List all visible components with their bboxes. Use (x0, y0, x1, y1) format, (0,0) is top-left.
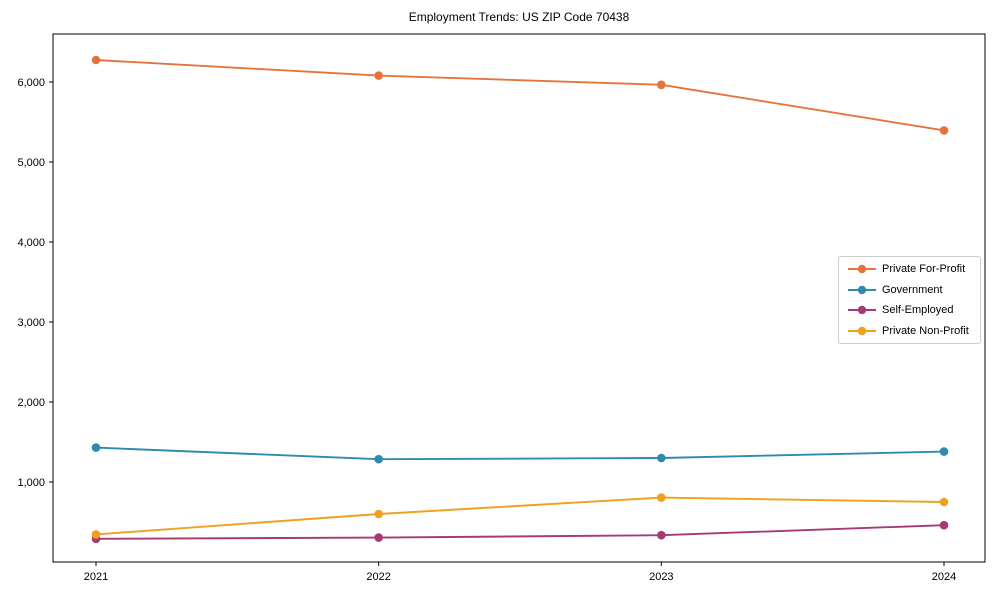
data-point-marker (374, 71, 383, 80)
legend-label: Self-Employed (882, 304, 954, 317)
y-tick-label: 2,000 (17, 397, 45, 409)
legend-entry: Private For-Profit (847, 262, 972, 276)
data-point-marker (374, 509, 383, 519)
legend-dot (857, 306, 867, 315)
legend-marker-icon (848, 285, 876, 294)
series-line (95, 524, 945, 540)
legend-label: Government (882, 283, 943, 296)
legend-label: Private Non-Profit (882, 324, 969, 337)
legend-entry: Self-Employed (847, 303, 972, 317)
data-point-marker (374, 533, 383, 542)
y-tick-label: 6,000 (17, 77, 45, 89)
y-tick-label: 5,000 (17, 157, 45, 169)
plot-frame (52, 33, 986, 563)
y-tick-label: 4,000 (17, 237, 45, 249)
data-point-marker (657, 530, 666, 540)
legend-entry: Government (847, 283, 972, 297)
y-tick-label: 3,000 (17, 317, 45, 329)
x-tick-label: 2023 (649, 571, 673, 583)
x-tick-label: 2021 (84, 571, 108, 583)
legend-entry: Private Non-Profit (847, 324, 972, 338)
series-line (95, 59, 945, 132)
legend-dot (857, 326, 867, 336)
legend-dot (857, 285, 867, 294)
data-point-marker (939, 497, 949, 507)
legend-dot (857, 264, 867, 274)
series-line (95, 446, 945, 461)
data-point-marker (657, 453, 666, 463)
data-point-marker (939, 126, 949, 135)
data-point-marker (374, 454, 383, 464)
legend-label: Private For-Profit (882, 263, 966, 275)
data-point-marker (657, 493, 666, 502)
y-tick-label: 1,000 (17, 477, 45, 489)
legend: Private For-Profit Government Self-Employe… (838, 256, 981, 344)
chart-title: Employment Trends: US ZIP Code 70438 (408, 10, 630, 24)
data-point-marker (91, 530, 101, 539)
data-point-marker (939, 520, 949, 530)
data-point-marker (657, 80, 666, 90)
data-point-marker (91, 55, 101, 65)
legend-marker-icon (848, 264, 876, 274)
legend-marker-icon (848, 326, 876, 336)
x-tick-label: 2022 (366, 571, 390, 583)
data-point-marker (91, 443, 101, 452)
x-tick-label: 2024 (932, 571, 956, 583)
data-point-marker (939, 447, 949, 456)
legend-marker-icon (848, 306, 876, 315)
series-line (95, 496, 945, 536)
